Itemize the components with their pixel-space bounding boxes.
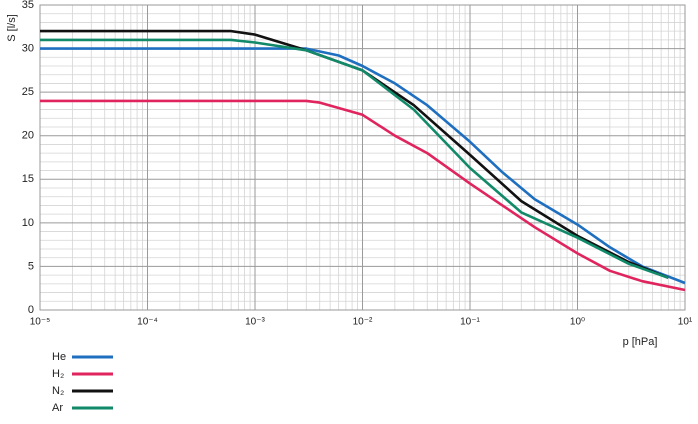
legend-label: H₂ (52, 368, 64, 380)
x-tick-label: 10⁻² (353, 317, 373, 328)
series-line (40, 29, 669, 280)
x-tick-label: 10⁻³ (245, 317, 265, 328)
y-axis-label: S [l/s] (6, 14, 18, 42)
legend-label: N₂ (52, 385, 64, 397)
x-tick-label: 10⁰ (570, 317, 585, 328)
x-tick-label: 10⁻⁴ (137, 317, 158, 328)
series-line (40, 38, 669, 280)
x-axis-label: p [hPa] (623, 336, 658, 348)
y-tick-label: 25 (22, 86, 34, 98)
legend-label: He (52, 351, 66, 363)
y-tick-label: 10 (22, 217, 34, 229)
y-tick-label: 0 (28, 304, 34, 316)
series-line (40, 47, 686, 285)
y-tick-label: 15 (22, 173, 34, 185)
x-tick-label: 10⁻⁵ (30, 317, 51, 328)
y-tick-label: 35 (22, 0, 34, 11)
x-tick-label: 10⁻¹ (460, 317, 480, 328)
series-line (40, 99, 686, 292)
legend-label: Ar (52, 402, 63, 414)
y-tick-label: 30 (22, 42, 34, 54)
x-tick-label: 10¹ (678, 317, 693, 328)
y-tick-label: 20 (22, 130, 34, 142)
y-tick-label: 5 (28, 260, 34, 272)
